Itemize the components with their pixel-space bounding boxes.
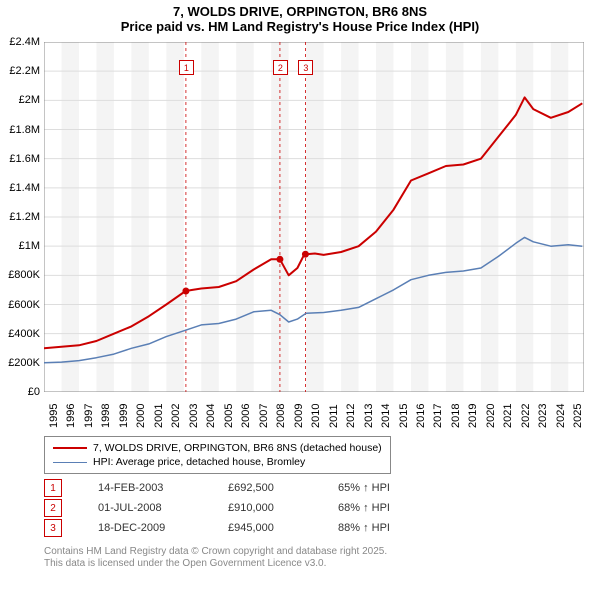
legend-swatch	[53, 462, 87, 463]
sale-hpi: 65% ↑ HPI	[338, 482, 438, 494]
y-tick-label: £2.2M	[9, 65, 40, 77]
sale-hpi: 68% ↑ HPI	[338, 502, 438, 514]
legend-row: 7, WOLDS DRIVE, ORPINGTON, BR6 8NS (deta…	[53, 441, 382, 455]
y-tick-label: £600K	[8, 299, 40, 311]
x-tick-label: 2016	[415, 404, 427, 428]
y-tick-label: £400K	[8, 328, 40, 340]
sale-row-marker: 2	[44, 499, 62, 517]
sale-price: £945,000	[228, 522, 338, 534]
sale-row-marker: 3	[44, 519, 62, 537]
sale-marker-box: 3	[298, 60, 313, 75]
legend-swatch	[53, 447, 87, 449]
chart-plot	[44, 42, 584, 392]
sale-marker-box: 1	[179, 60, 194, 75]
x-tick-label: 2004	[205, 404, 217, 428]
x-tick-label: 1999	[118, 404, 130, 428]
x-tick-label: 2008	[275, 404, 287, 428]
x-tick-label: 2009	[293, 404, 305, 428]
x-tick-label: 2015	[398, 404, 410, 428]
x-tick-label: 1996	[65, 404, 77, 428]
sale-date: 01-JUL-2008	[98, 502, 228, 514]
chart-title: 7, WOLDS DRIVE, ORPINGTON, BR6 8NS Price…	[0, 4, 600, 34]
y-tick-label: £1.8M	[9, 124, 40, 136]
x-tick-label: 2014	[380, 404, 392, 428]
chart-container: 7, WOLDS DRIVE, ORPINGTON, BR6 8NS Price…	[0, 0, 600, 590]
x-tick-label: 1995	[48, 404, 60, 428]
legend-row: HPI: Average price, detached house, Brom…	[53, 455, 382, 469]
x-tick-label: 2006	[240, 404, 252, 428]
x-tick-label: 2025	[572, 404, 584, 428]
x-tick-label: 2023	[537, 404, 549, 428]
sale-price: £910,000	[228, 502, 338, 514]
x-tick-label: 2022	[520, 404, 532, 428]
x-tick-label: 2007	[258, 404, 270, 428]
y-tick-label: £1.4M	[9, 182, 40, 194]
y-tick-label: £200K	[8, 357, 40, 369]
y-tick-label: £0	[28, 386, 40, 398]
y-tick-label: £1.2M	[9, 211, 40, 223]
x-tick-label: 2010	[310, 404, 322, 428]
x-tick-label: 2001	[153, 404, 165, 428]
sale-row: 2 01-JUL-2008£910,00068% ↑ HPI	[44, 498, 438, 518]
sale-marker-box: 2	[273, 60, 288, 75]
x-tick-label: 2019	[467, 404, 479, 428]
x-tick-label: 2003	[188, 404, 200, 428]
y-tick-label: £800K	[8, 269, 40, 281]
x-tick-label: 2000	[135, 404, 147, 428]
x-tick-label: 2017	[432, 404, 444, 428]
x-tick-label: 2020	[485, 404, 497, 428]
x-tick-label: 1997	[83, 404, 95, 428]
footer-attribution: Contains HM Land Registry data © Crown c…	[44, 546, 387, 570]
sale-row-marker: 1	[44, 479, 62, 497]
legend: 7, WOLDS DRIVE, ORPINGTON, BR6 8NS (deta…	[44, 436, 391, 474]
x-tick-label: 2013	[363, 404, 375, 428]
x-tick-label: 2021	[502, 404, 514, 428]
footer-line1: Contains HM Land Registry data © Crown c…	[44, 546, 387, 558]
legend-label: HPI: Average price, detached house, Brom…	[93, 455, 305, 469]
x-tick-label: 2011	[328, 404, 340, 428]
y-tick-label: £1M	[19, 240, 40, 252]
x-tick-label: 2002	[170, 404, 182, 428]
x-tick-label: 2024	[555, 404, 567, 428]
x-tick-label: 2012	[345, 404, 357, 428]
y-tick-label: £2M	[19, 94, 40, 106]
x-tick-label: 1998	[100, 404, 112, 428]
sale-date: 18-DEC-2009	[98, 522, 228, 534]
sale-date: 14-FEB-2003	[98, 482, 228, 494]
y-tick-label: £2.4M	[9, 36, 40, 48]
x-tick-label: 2005	[223, 404, 235, 428]
y-tick-label: £1.6M	[9, 153, 40, 165]
sale-price: £692,500	[228, 482, 338, 494]
sale-row: 1 14-FEB-2003£692,50065% ↑ HPI	[44, 478, 438, 498]
title-subtitle: Price paid vs. HM Land Registry's House …	[0, 19, 600, 34]
x-tick-label: 2018	[450, 404, 462, 428]
sale-row: 3 18-DEC-2009£945,00088% ↑ HPI	[44, 518, 438, 538]
legend-label: 7, WOLDS DRIVE, ORPINGTON, BR6 8NS (deta…	[93, 441, 382, 455]
title-address: 7, WOLDS DRIVE, ORPINGTON, BR6 8NS	[0, 4, 600, 19]
footer-line2: This data is licensed under the Open Gov…	[44, 558, 387, 570]
sales-table: 1 14-FEB-2003£692,50065% ↑ HPI 2 01-JUL-200…	[44, 478, 438, 538]
sale-hpi: 88% ↑ HPI	[338, 522, 438, 534]
